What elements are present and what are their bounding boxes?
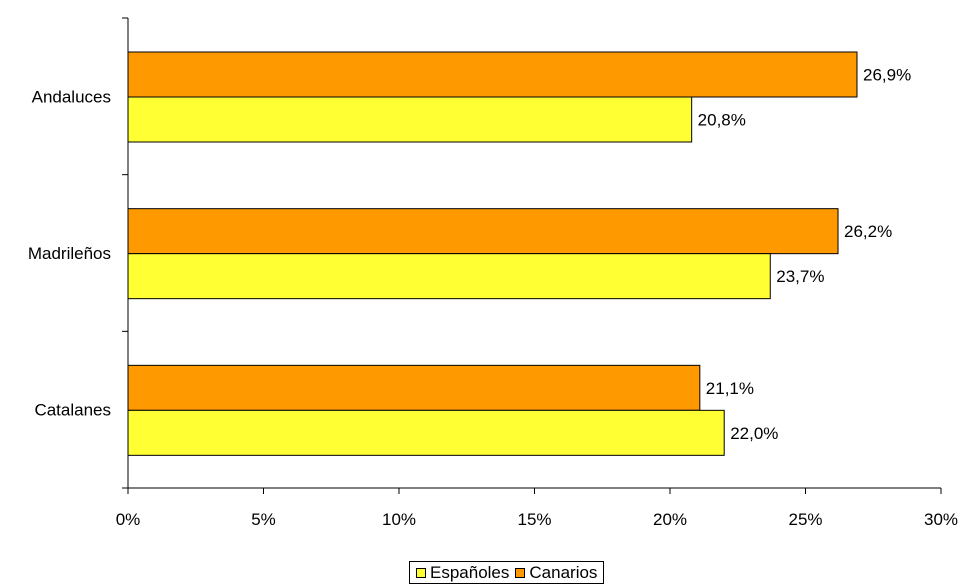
legend-label-espanoles: Españoles <box>430 562 510 582</box>
value-label-catalanes-espanoles: 22,0% <box>730 424 778 443</box>
category-label-andaluces: Andaluces <box>32 87 111 106</box>
x-tick-label: 20% <box>653 510 687 529</box>
value-labels-layer: 26,9% 20,8% 26,2% 23,7% 21,1% 22,0% <box>698 66 912 443</box>
value-label-catalanes-canarios: 21,1% <box>706 379 754 398</box>
x-tick-label: 30% <box>924 510 958 529</box>
legend-item-canarios: Canarios <box>515 563 597 583</box>
legend-label-canarios: Canarios <box>529 562 598 582</box>
tick-labels-layer: 0% 5% 10% 15% 20% 25% 30% <box>116 510 958 529</box>
category-label-catalanes: Catalanes <box>34 401 111 420</box>
x-tick-label: 0% <box>116 510 141 529</box>
x-tick-label: 15% <box>517 510 551 529</box>
category-labels-layer: Andaluces Madrileños Catalanes <box>28 87 111 419</box>
bar-catalanes-espanoles <box>127 409 725 456</box>
x-tick-label: 25% <box>788 510 822 529</box>
bar-catalanes-canarios <box>127 364 701 411</box>
value-label-madrilenos-canarios: 26,2% <box>844 222 892 241</box>
axes-layer <box>122 17 942 494</box>
x-tick-label: 5% <box>251 510 276 529</box>
value-label-andaluces-espanoles: 20,8% <box>698 111 746 130</box>
bar-madrilenos-espanoles <box>127 253 771 300</box>
legend-swatch-canarios <box>515 567 526 578</box>
legend-swatch-espanoles <box>416 567 426 578</box>
bar-andaluces-canarios <box>127 51 858 98</box>
category-label-madrilenos: Madrileños <box>28 244 111 263</box>
bars-layer <box>127 51 858 456</box>
value-label-madrilenos-espanoles: 23,7% <box>776 267 824 286</box>
value-label-andaluces-canarios: 26,9% <box>863 66 911 85</box>
bar-madrilenos-canarios <box>127 208 839 255</box>
x-tick-label: 10% <box>382 510 416 529</box>
bar-andaluces-espanoles <box>127 96 693 143</box>
chart-legend: Españoles Canarios <box>409 561 605 584</box>
legend-item-espanoles: Españoles <box>416 563 509 583</box>
